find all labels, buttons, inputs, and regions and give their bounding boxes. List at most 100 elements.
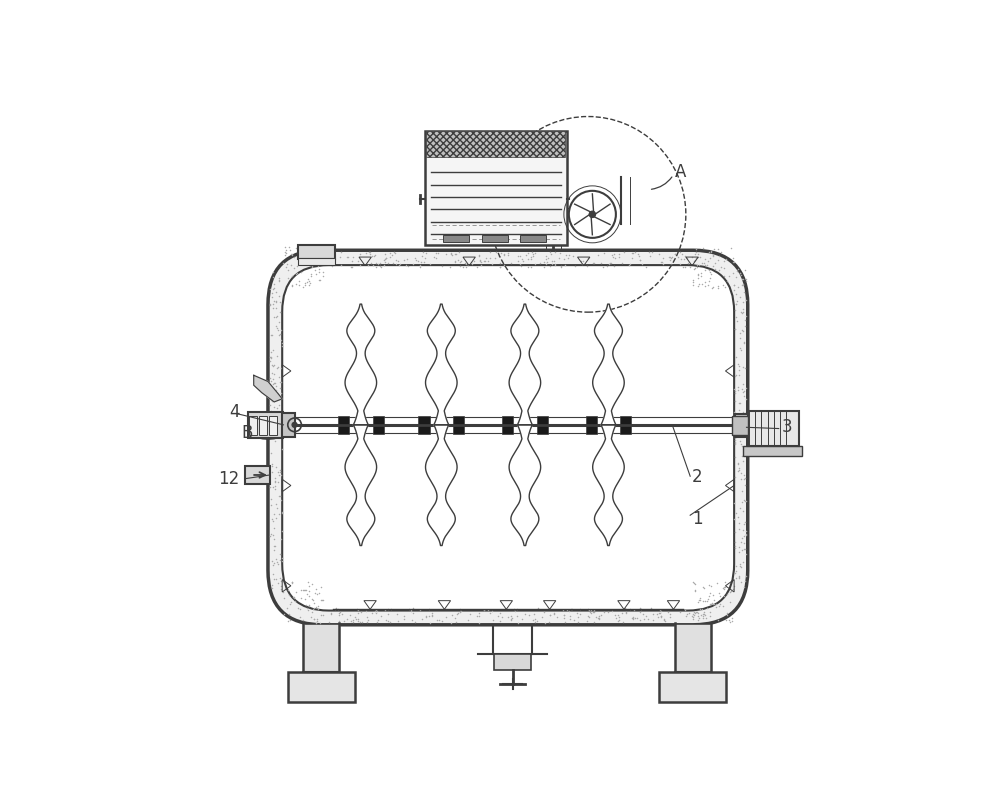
Point <box>730 417 746 430</box>
Point <box>738 275 754 287</box>
Point <box>296 584 312 597</box>
Point <box>313 593 329 606</box>
Point <box>264 291 280 304</box>
Point <box>703 246 719 259</box>
Point <box>717 576 733 589</box>
Point <box>282 614 298 627</box>
Point <box>716 589 732 602</box>
Point <box>542 609 558 622</box>
Point <box>270 577 286 589</box>
Point <box>382 251 398 264</box>
Point <box>731 365 747 377</box>
Point <box>306 613 322 626</box>
Point <box>625 247 641 260</box>
Point <box>266 557 282 570</box>
Point <box>736 385 752 398</box>
Point <box>321 616 337 629</box>
Point <box>514 613 530 626</box>
Point <box>364 607 380 620</box>
Point <box>268 286 284 299</box>
Point <box>581 604 597 617</box>
Point <box>538 251 554 263</box>
Point <box>292 255 308 268</box>
Text: 1: 1 <box>692 509 703 527</box>
Point <box>727 437 743 450</box>
Point <box>284 279 300 291</box>
Point <box>611 248 627 261</box>
Point <box>611 251 627 264</box>
Point <box>273 418 289 431</box>
Point <box>404 613 420 626</box>
Point <box>722 585 738 598</box>
Bar <box>373 416 384 424</box>
Point <box>678 609 694 622</box>
Point <box>663 252 679 265</box>
Point <box>735 273 751 286</box>
Point <box>503 613 519 626</box>
Point <box>510 255 526 267</box>
Point <box>463 256 479 269</box>
Point <box>307 586 323 599</box>
Point <box>274 555 290 568</box>
Point <box>618 606 634 619</box>
Point <box>391 259 407 272</box>
Point <box>699 259 715 272</box>
Point <box>713 262 729 275</box>
Point <box>607 252 623 265</box>
Point <box>274 506 290 519</box>
Point <box>263 528 279 540</box>
Bar <box>443 235 469 243</box>
Point <box>733 438 749 451</box>
Text: 2: 2 <box>692 467 703 485</box>
Point <box>326 251 342 264</box>
Point <box>273 533 289 546</box>
Point <box>726 580 742 593</box>
Point <box>365 259 381 271</box>
Point <box>359 611 375 624</box>
Point <box>333 247 349 259</box>
Point <box>350 607 366 620</box>
Point <box>398 259 414 272</box>
Point <box>272 464 288 477</box>
Point <box>311 587 327 600</box>
Point <box>263 492 279 505</box>
Point <box>691 279 707 291</box>
Point <box>687 255 703 267</box>
Point <box>634 259 650 271</box>
Point <box>333 259 349 271</box>
Point <box>691 612 707 625</box>
Point <box>693 267 709 280</box>
Point <box>347 611 363 624</box>
Point <box>386 246 402 259</box>
Bar <box>537 426 548 434</box>
Point <box>737 575 753 588</box>
Point <box>726 256 742 269</box>
Point <box>416 256 432 269</box>
Point <box>735 278 751 291</box>
Point <box>735 524 751 537</box>
Point <box>695 595 711 608</box>
Point <box>738 525 754 538</box>
Point <box>273 412 289 425</box>
Point <box>412 259 428 272</box>
Point <box>308 268 324 281</box>
Point <box>719 275 735 288</box>
Point <box>504 612 520 625</box>
Point <box>367 605 383 618</box>
Bar <box>298 259 335 266</box>
Point <box>405 258 421 271</box>
Point <box>690 268 706 281</box>
Point <box>546 606 562 619</box>
Point <box>275 586 291 599</box>
Point <box>449 608 465 621</box>
Point <box>300 604 316 617</box>
Point <box>361 246 377 259</box>
Point <box>264 460 280 473</box>
Point <box>525 250 541 263</box>
Point <box>705 598 721 611</box>
Point <box>728 507 744 520</box>
Point <box>418 247 434 260</box>
Point <box>331 609 347 622</box>
Point <box>727 437 743 450</box>
Point <box>728 271 744 284</box>
